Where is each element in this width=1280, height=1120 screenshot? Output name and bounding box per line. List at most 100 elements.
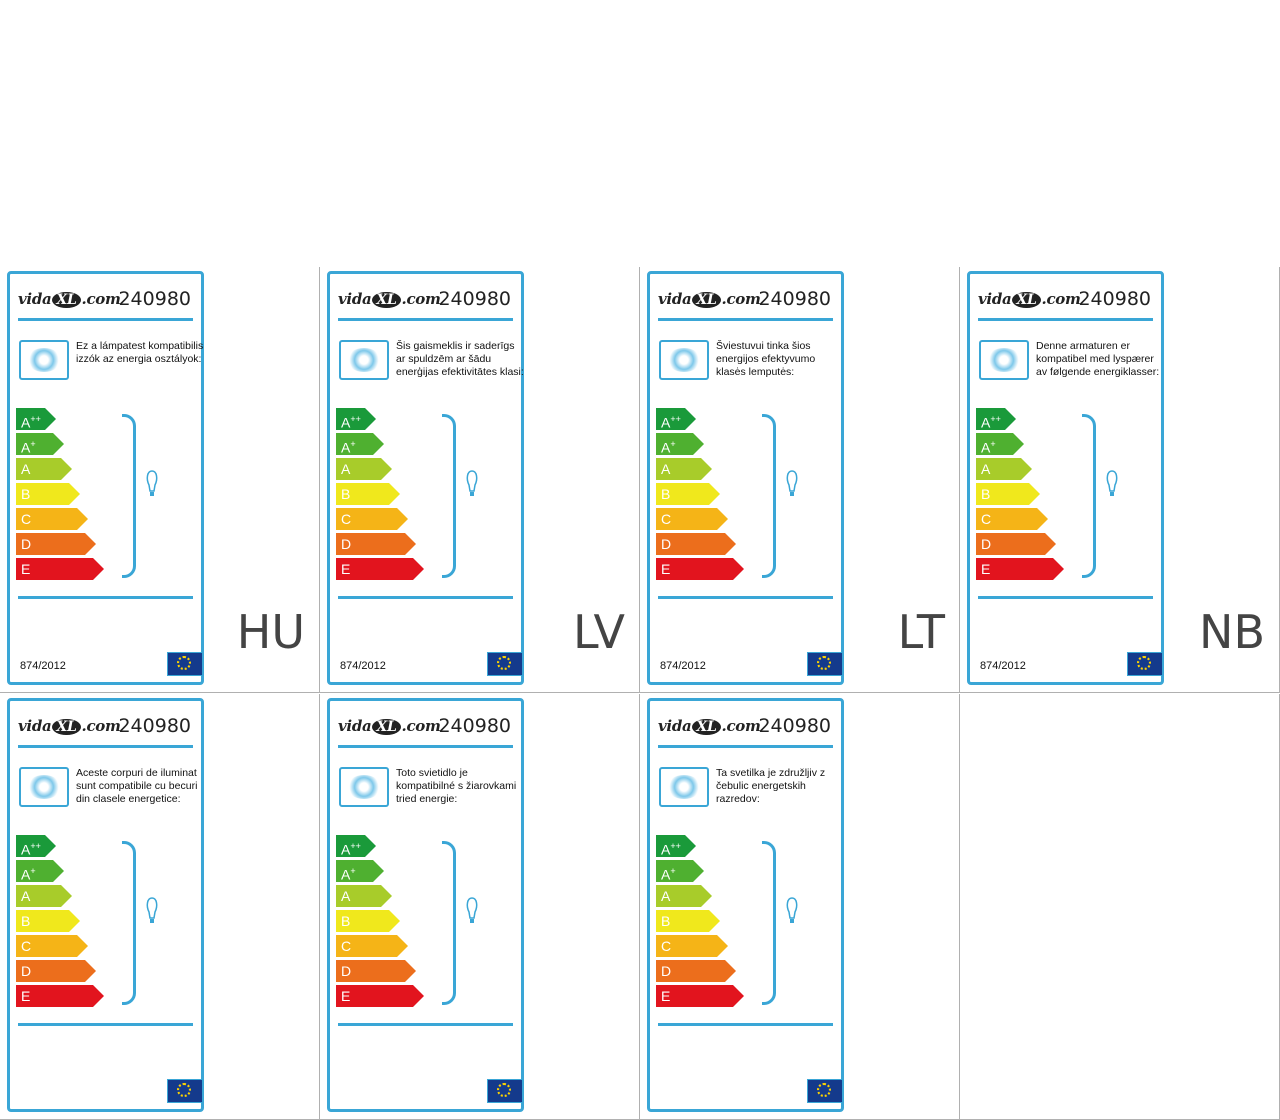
header-divider [658, 318, 833, 321]
compatibility-text: Šis gaismeklis ir saderīgs ar spuldzēm a… [396, 340, 524, 378]
eu-flag-icon [167, 652, 203, 676]
energy-class-bar: E [336, 985, 424, 1007]
energy-class-bar: A++ [656, 835, 696, 857]
energy-class-bar: A+ [336, 433, 384, 455]
light-bulb-icon [146, 897, 158, 923]
energy-class-bar: A+ [656, 433, 704, 455]
language-code: LV [572, 605, 625, 659]
chandelier-icon [659, 340, 709, 380]
energy-class-bar: A++ [16, 835, 56, 857]
energy-class-bar: C [336, 508, 408, 530]
energy-class-bar: A+ [16, 433, 64, 455]
energy-class-scale: A++ A+ A B C D E [336, 408, 424, 583]
product-code: 240980 [758, 715, 831, 737]
light-bulb-icon [466, 897, 478, 923]
range-brace [762, 414, 776, 578]
header-divider [18, 318, 193, 321]
energy-class-bar: E [656, 558, 744, 580]
eu-flag-icon [487, 1079, 523, 1103]
energy-class-bar: D [336, 533, 416, 555]
energy-class-bar: B [656, 483, 720, 505]
brand-logo: vida XL .com [18, 290, 121, 308]
empty-cell [960, 694, 1280, 1120]
energy-class-bar: E [336, 558, 424, 580]
brand-logo: vida XL .com [658, 290, 761, 308]
range-brace [762, 841, 776, 1005]
footer-divider [338, 1023, 513, 1026]
energy-class-bar: A+ [656, 860, 704, 882]
energy-label-cell: vida XL .com 240980 Šis gaismeklis ir saderī… [320, 267, 640, 693]
energy-class-bar: A [976, 458, 1032, 480]
energy-class-scale: A++ A+ A B C D E [16, 835, 104, 1010]
energy-class-bar: A [656, 458, 712, 480]
eu-flag-icon [167, 1079, 203, 1103]
energy-class-bar: C [16, 935, 88, 957]
header-divider [338, 745, 513, 748]
range-brace [122, 841, 136, 1005]
energy-class-bar: D [976, 533, 1056, 555]
regulation-number: 874/2012 [340, 660, 386, 672]
regulation-number: 874/2012 [980, 660, 1026, 672]
brand-logo: vida XL .com [18, 717, 121, 735]
energy-class-bar: D [16, 960, 96, 982]
compatibility-text: Denne armaturen er kompatibel med lyspær… [1036, 340, 1160, 378]
light-bulb-icon [786, 470, 798, 496]
footer-divider [658, 1023, 833, 1026]
energy-label-cell: vida XL .com 240980 Ta svetilka je združljiv… [640, 694, 960, 1120]
chandelier-icon [339, 340, 389, 380]
compatibility-text: Ta svetilka je združljiv z čebulic energ… [716, 767, 826, 805]
range-brace [1082, 414, 1096, 578]
energy-label-card: vida XL .com 240980 Šviestuvui tinka šios en… [647, 271, 844, 685]
light-bulb-icon [146, 470, 158, 496]
header-divider [338, 318, 513, 321]
footer-divider [658, 596, 833, 599]
energy-class-bar: A++ [336, 408, 376, 430]
energy-class-bar: E [656, 985, 744, 1007]
regulation-number: 874/2012 [20, 660, 66, 672]
eu-flag-icon [807, 1079, 843, 1103]
energy-label-card: vida XL .com 240980 Ta svetilka je združljiv… [647, 698, 844, 1112]
product-code: 240980 [758, 288, 831, 310]
energy-class-bar: D [656, 533, 736, 555]
light-bulb-icon [1106, 470, 1118, 496]
energy-class-bar: A [336, 458, 392, 480]
brand-logo: vida XL .com [658, 717, 761, 735]
energy-class-scale: A++ A+ A B C D E [976, 408, 1064, 583]
range-brace [442, 841, 456, 1005]
energy-class-bar: A [16, 458, 72, 480]
energy-class-bar: D [656, 960, 736, 982]
energy-class-bar: D [336, 960, 416, 982]
footer-divider [338, 596, 513, 599]
range-brace [122, 414, 136, 578]
energy-class-bar: C [976, 508, 1048, 530]
energy-class-bar: A+ [336, 860, 384, 882]
energy-label-cell: vida XL .com 240980 Aceste corpuri de ilumin… [0, 694, 320, 1120]
energy-label-card: vida XL .com 240980 Aceste corpuri de ilumin… [7, 698, 204, 1112]
energy-class-bar: B [16, 483, 80, 505]
compatibility-text: Šviestuvui tinka šios energijos efektyvu… [716, 340, 816, 378]
regulation-number: 874/2012 [660, 660, 706, 672]
energy-class-bar: B [976, 483, 1040, 505]
energy-class-bar: A+ [976, 433, 1024, 455]
energy-label-cell: vida XL .com 240980 Šviestuvui tinka šios en… [640, 267, 960, 693]
energy-class-scale: A++ A+ A B C D E [656, 408, 744, 583]
eu-flag-icon [807, 652, 843, 676]
eu-flag-icon [487, 652, 523, 676]
energy-label-card: vida XL .com 240980 Denne armaturen er kompa… [967, 271, 1164, 685]
product-code: 240980 [1078, 288, 1151, 310]
brand-logo: vida XL .com [338, 717, 441, 735]
footer-divider [978, 596, 1153, 599]
product-code: 240980 [438, 288, 511, 310]
energy-label-card: vida XL .com 240980 Šis gaismeklis ir saderī… [327, 271, 524, 685]
light-bulb-icon [466, 470, 478, 496]
chandelier-icon [339, 767, 389, 807]
energy-class-bar: A+ [16, 860, 64, 882]
energy-class-bar: B [656, 910, 720, 932]
energy-class-bar: C [336, 935, 408, 957]
product-code: 240980 [118, 288, 191, 310]
language-code: NB [1199, 605, 1265, 659]
chandelier-icon [19, 340, 69, 380]
language-code: LT [897, 605, 945, 659]
energy-class-bar: E [16, 985, 104, 1007]
header-divider [978, 318, 1153, 321]
